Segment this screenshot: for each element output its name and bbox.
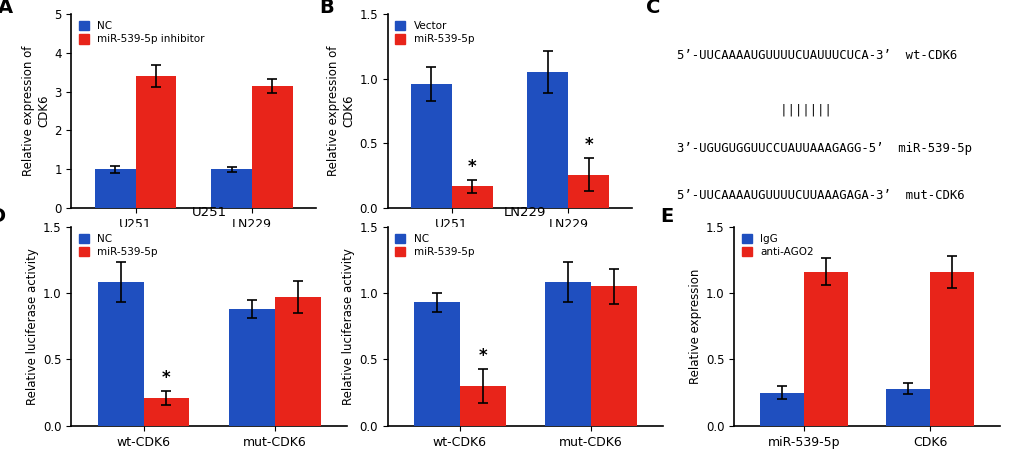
Bar [414, 302, 460, 426]
Bar [886, 389, 929, 426]
Bar [803, 272, 847, 426]
Text: D: D [0, 207, 5, 226]
Text: 3’-UGUGUGGUUCCUAUUAAAGAGG-5’  miR-539-5p: 3’-UGUGUGGUUCCUAUUAAAGAGG-5’ miR-539-5p [676, 142, 971, 155]
Text: *: * [162, 369, 170, 387]
Bar [211, 169, 252, 208]
Y-axis label: Relative luciferase activity: Relative luciferase activity [25, 248, 39, 405]
Bar [228, 309, 274, 426]
Text: *: * [478, 347, 486, 365]
Legend: Vector, miR-539-5p: Vector, miR-539-5p [392, 19, 476, 47]
Bar [136, 76, 176, 208]
Text: 5’-UUCAAAAUGUUUUCUAUUUCUCA-3’  wt-CDK6: 5’-UUCAAAAUGUUUUCUAUUUCUCA-3’ wt-CDK6 [676, 48, 956, 62]
Text: C: C [646, 0, 660, 17]
Bar [929, 272, 973, 426]
Bar [759, 393, 803, 426]
Bar [411, 84, 451, 208]
Text: E: E [659, 207, 673, 226]
Legend: IgG, anti-AGO2: IgG, anti-AGO2 [739, 231, 815, 260]
Text: 5’-UUCAAAAUGUUUUCUUAAAGAGA-3’  mut-CDK6: 5’-UUCAAAAUGUUUUCUUAAAGAGA-3’ mut-CDK6 [676, 189, 963, 202]
Bar [451, 186, 492, 208]
Bar [568, 174, 608, 208]
Text: LN229: LN229 [503, 206, 546, 218]
Bar [544, 282, 590, 426]
Legend: NC, miR-539-5p: NC, miR-539-5p [76, 231, 160, 260]
Text: U251: U251 [192, 206, 226, 218]
Bar [98, 282, 144, 426]
Bar [95, 169, 136, 208]
Bar [460, 386, 505, 426]
Y-axis label: Relative expression of
CDK6: Relative expression of CDK6 [22, 46, 50, 176]
Y-axis label: Relative expression: Relative expression [688, 269, 701, 384]
Text: A: A [0, 0, 13, 17]
Bar [527, 72, 568, 208]
Bar [274, 297, 320, 426]
Bar [144, 398, 190, 426]
Bar [252, 86, 292, 208]
Legend: NC, miR-539-5p: NC, miR-539-5p [392, 231, 476, 260]
Y-axis label: Relative luciferase activity: Relative luciferase activity [341, 248, 355, 405]
Legend: NC, miR-539-5p inhibitor: NC, miR-539-5p inhibitor [76, 19, 207, 47]
Y-axis label: Relative expression of
CDK6: Relative expression of CDK6 [327, 46, 355, 176]
Bar [590, 286, 636, 426]
Text: B: B [319, 0, 333, 17]
Text: *: * [468, 158, 476, 176]
Text: *: * [584, 136, 592, 154]
Text: |||||||: ||||||| [676, 103, 830, 116]
